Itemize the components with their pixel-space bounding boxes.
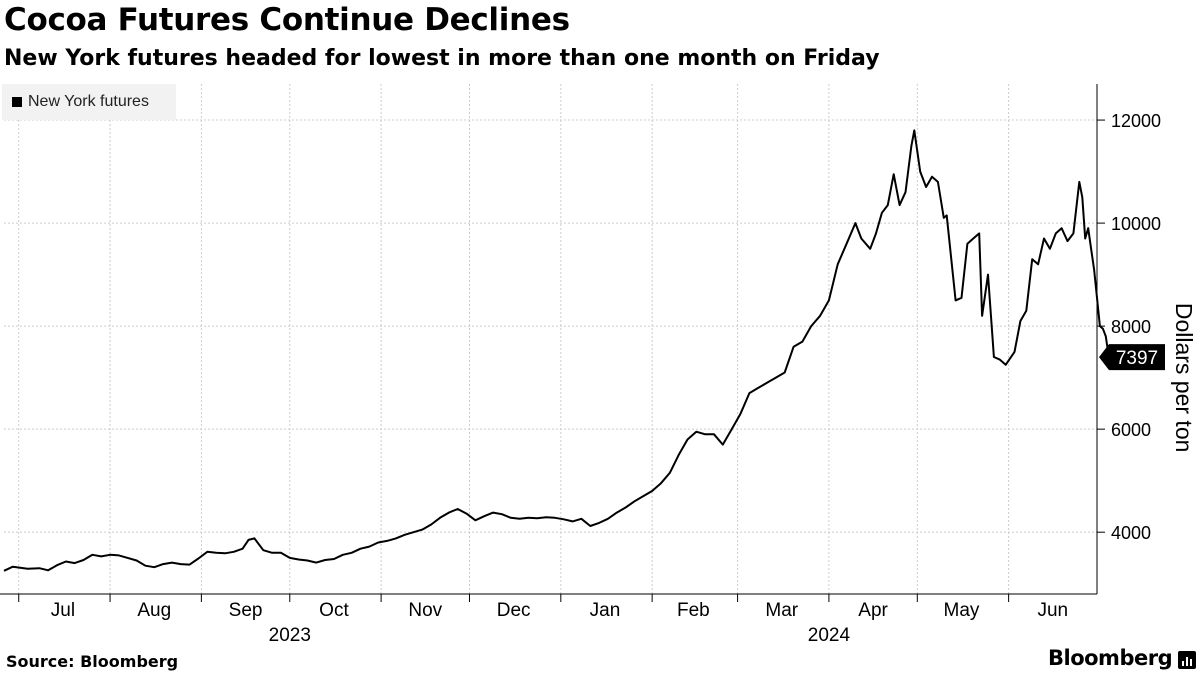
x-tick-label: Apr bbox=[858, 600, 888, 621]
gridlines bbox=[4, 84, 1097, 594]
axis-labels: 4000 6000 8000 10000 12000 Jul Aug Sep Oct Nov Dec… bbox=[51, 111, 1197, 646]
series-layer bbox=[3, 129, 1110, 572]
x-tick-label: May bbox=[944, 600, 980, 621]
year-label: 2023 bbox=[269, 625, 311, 646]
x-tick-label: Oct bbox=[319, 600, 349, 621]
y-tick-label: 12000 bbox=[1111, 111, 1161, 131]
chart-title: Cocoa Futures Continue Declines bbox=[4, 2, 570, 38]
bloomberg-chart-icon bbox=[1178, 651, 1196, 669]
x-tick-label: Jul bbox=[51, 600, 75, 621]
x-tick-label: Feb bbox=[677, 600, 710, 621]
legend-label: New York futures bbox=[28, 93, 149, 110]
x-tick-label: Sep bbox=[229, 600, 263, 621]
y-axis-title: Dollars per ton bbox=[1171, 303, 1197, 453]
x-tick-label: Aug bbox=[137, 600, 171, 621]
x-tick-label: Mar bbox=[765, 600, 798, 621]
brand-logo-text: Bloomberg bbox=[1048, 646, 1173, 670]
y-tick-label: 10000 bbox=[1111, 214, 1161, 234]
legend: New York futures bbox=[2, 84, 176, 120]
source-note: Source: Bloomberg bbox=[6, 652, 179, 671]
year-label: 2024 bbox=[808, 625, 851, 646]
chart-subtitle: New York futures headed for lowest in mo… bbox=[4, 46, 880, 71]
legend-swatch bbox=[12, 97, 22, 107]
y-tick-label: 8000 bbox=[1111, 317, 1151, 337]
x-tick-label: Dec bbox=[497, 600, 531, 621]
axes bbox=[0, 84, 1105, 602]
x-tick-label: Nov bbox=[408, 600, 442, 621]
series-line-new-york-futures bbox=[3, 129, 1110, 572]
last-value-badge bbox=[1099, 344, 1165, 371]
x-tick-label: Jun bbox=[1037, 600, 1068, 621]
x-tick-label: Jan bbox=[590, 600, 621, 621]
y-tick-label: 4000 bbox=[1111, 523, 1151, 543]
last-value-label: 7397 bbox=[1116, 348, 1158, 369]
y-tick-label: 6000 bbox=[1111, 420, 1151, 440]
